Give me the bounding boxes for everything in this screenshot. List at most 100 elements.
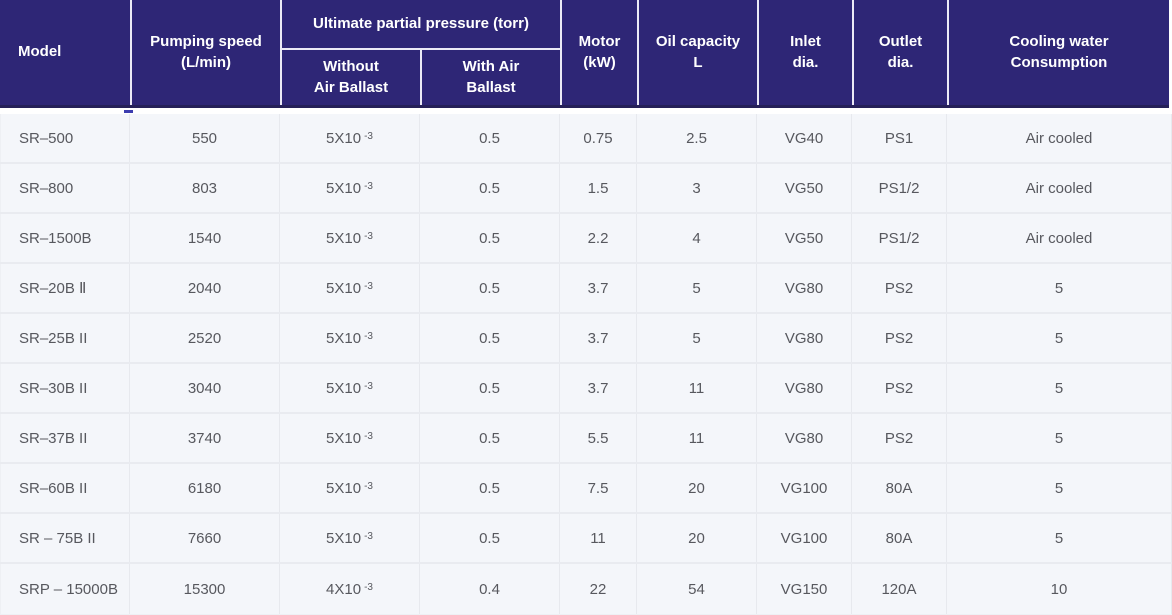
- table-body: SR–500 550 5X10 -3 0.5 0.75 2.5 VG40 PS1 …: [0, 114, 1172, 615]
- cell-oil-capacity: 20: [637, 514, 757, 562]
- cell-with-air-ballast: 0.5: [420, 414, 560, 462]
- cell-cooling-water: 10: [947, 564, 1172, 614]
- cell-motor-kw: 3.7: [560, 314, 637, 362]
- cell-cooling-water: 5: [947, 464, 1172, 512]
- cell-cooling-water: 5: [947, 414, 1172, 462]
- pressure-base: 5X10: [326, 479, 362, 497]
- cell-with-air-ballast: 0.4: [420, 564, 560, 614]
- col-header-model: Model: [18, 43, 62, 61]
- table-row: SR–500 550 5X10 -3 0.5 0.75 2.5 VG40 PS1 …: [0, 114, 1172, 164]
- table-row: SR – 75B II 7660 5X10 -3 0.5 11 20 VG100 …: [0, 514, 1172, 564]
- cell-outlet-dia: PS2: [852, 264, 947, 312]
- cell-model: SRP – 15000B: [0, 564, 130, 614]
- cell-without-air-ballast: 5X10 -3: [280, 164, 420, 212]
- cell-motor-kw: 7.5: [560, 464, 637, 512]
- cell-model: SR–30B II: [0, 364, 130, 412]
- pressure-base: 5X10: [326, 379, 362, 397]
- cell-pumping-speed: 803: [130, 164, 280, 212]
- table-row: SR–1500B 1540 5X10 -3 0.5 2.2 4 VG50 PS1/…: [0, 214, 1172, 264]
- cell-inlet-dia: VG50: [757, 214, 852, 262]
- cell-pumping-speed: 7660: [130, 514, 280, 562]
- pressure-base: 4X10: [326, 580, 362, 598]
- col-header-oil-capacity: Oil capacity L: [637, 0, 757, 105]
- cell-pumping-speed: 2520: [130, 314, 280, 362]
- cell-pumping-speed: 3040: [130, 364, 280, 412]
- cell-pumping-speed: 2040: [130, 264, 280, 312]
- cell-with-air-ballast: 0.5: [420, 214, 560, 262]
- cell-outlet-dia: PS1/2: [852, 164, 947, 212]
- cell-motor-kw: 1.5: [560, 164, 637, 212]
- cell-cooling-water: Air cooled: [947, 164, 1172, 212]
- col-header-cooling-water: Cooling water Consumption: [947, 0, 1169, 105]
- cell-oil-capacity: 5: [637, 314, 757, 362]
- cell-pumping-speed: 1540: [130, 214, 280, 262]
- cell-inlet-dia: VG40: [757, 114, 852, 162]
- cell-motor-kw: 0.75: [560, 114, 637, 162]
- cell-model: SR–20B Ⅱ: [0, 264, 130, 312]
- cell-motor-kw: 22: [560, 564, 637, 614]
- cell-pumping-speed: 3740: [130, 414, 280, 462]
- table-row: SR–37B II 3740 5X10 -3 0.5 5.5 11 VG80 PS…: [0, 414, 1172, 464]
- cell-outlet-dia: PS2: [852, 314, 947, 362]
- cell-inlet-dia: VG100: [757, 514, 852, 562]
- cell-outlet-dia: 80A: [852, 514, 947, 562]
- cursor-artifact: [124, 110, 133, 113]
- col-header-outlet-dia: Outlet dia.: [852, 0, 947, 105]
- cell-inlet-dia: VG80: [757, 314, 852, 362]
- cell-outlet-dia: PS2: [852, 364, 947, 412]
- cell-without-air-ballast: 5X10 -3: [280, 214, 420, 262]
- table-row: SR–30B II 3040 5X10 -3 0.5 3.7 11 VG80 PS…: [0, 364, 1172, 414]
- cell-oil-capacity: 11: [637, 414, 757, 462]
- cell-pumping-speed: 6180: [130, 464, 280, 512]
- cell-model: SR–60B II: [0, 464, 130, 512]
- cell-oil-capacity: 54: [637, 564, 757, 614]
- cell-with-air-ballast: 0.5: [420, 314, 560, 362]
- cell-cooling-water: Air cooled: [947, 114, 1172, 162]
- cell-outlet-dia: PS1/2: [852, 214, 947, 262]
- cell-model: SR–500: [0, 114, 130, 162]
- col-header-ultimate-pressure-group: Ultimate partial pressure (torr): [280, 0, 560, 50]
- cell-oil-capacity: 5: [637, 264, 757, 312]
- cell-model: SR–37B II: [0, 414, 130, 462]
- cell-oil-capacity: 3: [637, 164, 757, 212]
- cell-without-air-ballast: 5X10 -3: [280, 264, 420, 312]
- pressure-base: 5X10: [326, 329, 362, 347]
- cell-without-air-ballast: 4X10 -3: [280, 564, 420, 614]
- cell-without-air-ballast: 5X10 -3: [280, 314, 420, 362]
- table-row: SR–25B II 2520 5X10 -3 0.5 3.7 5 VG80 PS2…: [0, 314, 1172, 364]
- cell-cooling-water: 5: [947, 364, 1172, 412]
- cell-model: SR–1500B: [0, 214, 130, 262]
- table-header: Model Pumping speed (L/min) Ultimate par…: [0, 0, 1169, 108]
- cell-with-air-ballast: 0.5: [420, 264, 560, 312]
- pressure-base: 5X10: [326, 529, 362, 547]
- cell-without-air-ballast: 5X10 -3: [280, 114, 420, 162]
- pressure-base: 5X10: [326, 429, 362, 447]
- cell-outlet-dia: PS2: [852, 414, 947, 462]
- col-header-without-air-ballast: Without Air Ballast: [280, 50, 420, 105]
- cell-inlet-dia: VG100: [757, 464, 852, 512]
- cell-with-air-ballast: 0.5: [420, 464, 560, 512]
- cell-cooling-water: Air cooled: [947, 214, 1172, 262]
- table-row: SR–60B II 6180 5X10 -3 0.5 7.5 20 VG100 8…: [0, 464, 1172, 514]
- cell-outlet-dia: 80A: [852, 464, 947, 512]
- cell-motor-kw: 3.7: [560, 364, 637, 412]
- cell-without-air-ballast: 5X10 -3: [280, 364, 420, 412]
- cell-oil-capacity: 11: [637, 364, 757, 412]
- cell-motor-kw: 3.7: [560, 264, 637, 312]
- cell-without-air-ballast: 5X10 -3: [280, 514, 420, 562]
- cell-pumping-speed: 15300: [130, 564, 280, 614]
- cell-with-air-ballast: 0.5: [420, 164, 560, 212]
- cell-with-air-ballast: 0.5: [420, 114, 560, 162]
- pressure-base: 5X10: [326, 279, 362, 297]
- table-row: SR–20B Ⅱ 2040 5X10 -3 0.5 3.7 5 VG80 PS2 …: [0, 264, 1172, 314]
- pressure-base: 5X10: [326, 129, 362, 147]
- cell-cooling-water: 5: [947, 264, 1172, 312]
- cell-motor-kw: 5.5: [560, 414, 637, 462]
- cell-outlet-dia: PS1: [852, 114, 947, 162]
- cell-cooling-water: 5: [947, 514, 1172, 562]
- cell-inlet-dia: VG150: [757, 564, 852, 614]
- cell-with-air-ballast: 0.5: [420, 364, 560, 412]
- table-row: SRP – 15000B 15300 4X10 -3 0.4 22 54 VG15…: [0, 564, 1172, 615]
- cell-without-air-ballast: 5X10 -3: [280, 414, 420, 462]
